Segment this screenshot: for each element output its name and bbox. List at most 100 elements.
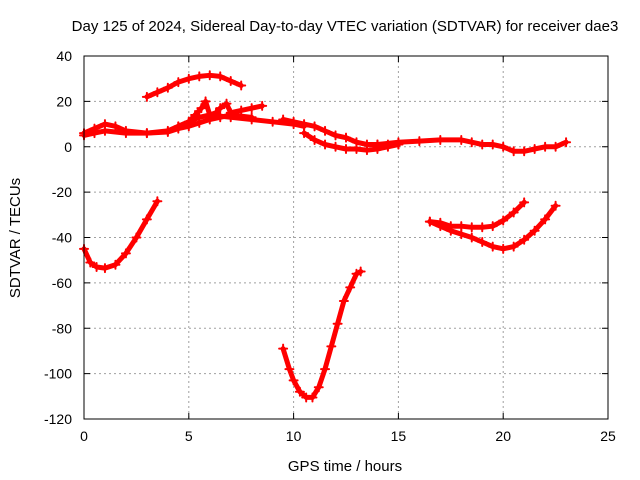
data-point bbox=[173, 121, 184, 132]
data-point bbox=[309, 134, 320, 145]
data-point bbox=[355, 266, 366, 277]
data-point bbox=[278, 114, 289, 125]
data-point bbox=[445, 221, 456, 232]
data-point bbox=[550, 200, 561, 211]
y-tick-label: 0 bbox=[64, 139, 72, 155]
data-point bbox=[288, 116, 299, 127]
data-point bbox=[309, 121, 320, 132]
x-tick-label: 25 bbox=[600, 428, 616, 444]
data-point bbox=[351, 144, 362, 155]
data-point bbox=[498, 215, 509, 226]
data-point bbox=[307, 392, 318, 403]
data-point bbox=[221, 98, 232, 109]
data-point bbox=[424, 216, 435, 227]
data-point bbox=[288, 375, 299, 386]
data-point bbox=[152, 87, 163, 98]
series-group bbox=[79, 70, 572, 403]
data-point bbox=[299, 128, 310, 139]
data-point bbox=[257, 100, 268, 111]
data-point bbox=[414, 136, 425, 147]
data-point bbox=[477, 222, 488, 233]
x-tick-label: 20 bbox=[495, 428, 511, 444]
series-arc-2 bbox=[144, 72, 244, 100]
data-point bbox=[313, 382, 324, 393]
data-point bbox=[519, 197, 530, 208]
x-axis-label: GPS time / hours bbox=[288, 458, 402, 475]
data-point bbox=[246, 112, 257, 123]
data-point bbox=[487, 241, 498, 252]
series-arc-7 bbox=[301, 130, 401, 153]
data-point bbox=[278, 343, 289, 354]
data-point bbox=[225, 107, 236, 118]
x-tick-label: 10 bbox=[286, 428, 302, 444]
data-point bbox=[540, 214, 551, 225]
data-point bbox=[519, 234, 530, 245]
y-tick-label: -20 bbox=[52, 184, 72, 200]
data-point bbox=[211, 107, 222, 118]
data-point bbox=[498, 141, 509, 152]
data-point bbox=[183, 116, 194, 127]
y-tick-label: -40 bbox=[52, 230, 72, 246]
data-point bbox=[215, 112, 226, 123]
data-point bbox=[435, 217, 446, 228]
y-tick-label: -120 bbox=[44, 411, 72, 427]
data-point bbox=[204, 70, 215, 81]
data-point bbox=[466, 137, 477, 148]
series-arc-1 bbox=[81, 198, 160, 271]
data-point bbox=[110, 121, 121, 132]
data-point bbox=[487, 139, 498, 150]
data-point bbox=[326, 341, 337, 352]
data-point bbox=[477, 237, 488, 248]
data-point bbox=[215, 71, 226, 82]
y-tick-label: 40 bbox=[56, 48, 72, 64]
data-point bbox=[320, 364, 331, 375]
data-point bbox=[330, 130, 341, 141]
x-axis: 0 5 10 15 20 25 bbox=[80, 56, 616, 444]
data-point bbox=[85, 257, 96, 268]
data-point bbox=[435, 134, 446, 145]
data-point bbox=[456, 229, 467, 240]
data-point bbox=[162, 82, 173, 93]
data-point bbox=[345, 282, 356, 293]
data-point bbox=[141, 128, 152, 139]
y-axis: -120 -100 -80 -60 -40 -20 0 20 40 bbox=[44, 48, 608, 427]
data-point bbox=[131, 232, 142, 243]
data-point bbox=[91, 261, 102, 272]
data-point bbox=[456, 221, 467, 232]
data-point bbox=[330, 141, 341, 152]
data-point bbox=[529, 225, 540, 236]
x-tick-label: 5 bbox=[185, 428, 193, 444]
data-point bbox=[173, 77, 184, 88]
data-point bbox=[236, 80, 247, 91]
x-tick-label: 15 bbox=[391, 428, 407, 444]
data-point bbox=[267, 116, 278, 127]
data-point bbox=[508, 146, 519, 157]
data-point bbox=[487, 221, 498, 232]
data-point bbox=[550, 141, 561, 152]
x-tick-label: 0 bbox=[80, 428, 88, 444]
y-tick-label: -100 bbox=[44, 366, 72, 382]
data-point bbox=[466, 232, 477, 243]
data-point bbox=[361, 145, 372, 156]
data-point bbox=[200, 96, 211, 107]
data-point bbox=[225, 75, 236, 86]
y-tick-label: -60 bbox=[52, 275, 72, 291]
data-point bbox=[299, 119, 310, 130]
data-point bbox=[196, 103, 207, 114]
data-point bbox=[508, 241, 519, 252]
data-point bbox=[194, 117, 205, 128]
data-point bbox=[508, 207, 519, 218]
y-axis-label: SDTVAR / TECUs bbox=[7, 178, 24, 298]
y-tick-label: 20 bbox=[56, 93, 72, 109]
data-point bbox=[320, 125, 331, 136]
data-point bbox=[456, 134, 467, 145]
data-point bbox=[152, 196, 163, 207]
data-point bbox=[204, 109, 215, 120]
data-point bbox=[338, 296, 349, 307]
data-point bbox=[332, 318, 343, 329]
data-point bbox=[372, 139, 383, 150]
data-point bbox=[89, 128, 100, 139]
chart-title: Day 125 of 2024, Sidereal Day-to-day VTE… bbox=[72, 18, 619, 35]
data-point bbox=[246, 103, 257, 114]
